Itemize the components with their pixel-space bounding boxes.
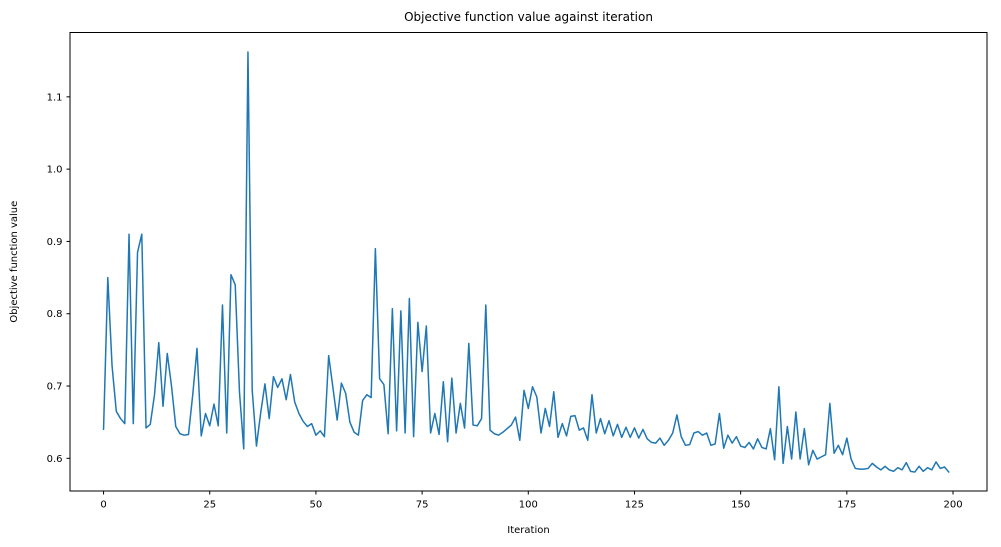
x-tick-label: 0: [100, 500, 106, 511]
x-tick-label: 75: [416, 500, 429, 511]
y-tick-label: 1.0: [47, 165, 63, 176]
y-tick-label: 0.8: [47, 309, 63, 320]
x-tick-label: 175: [837, 500, 856, 511]
y-tick-label: 0.7: [47, 382, 63, 393]
plot-area: [70, 32, 987, 491]
y-axis-ticks: 0.6 0.7 0.8 0.9 1.0 1.1: [47, 92, 70, 465]
x-axis-ticks: 0 25 50 75 100 125 150 175 200: [100, 491, 963, 511]
y-tick-label: 0.6: [47, 454, 63, 465]
series-line: [102, 51, 950, 473]
x-tick-label: 150: [731, 500, 750, 511]
x-tick-label: 200: [943, 500, 962, 511]
chart-title: Objective function value against iterati…: [404, 10, 653, 24]
x-tick-label: 50: [310, 500, 323, 511]
y-tick-label: 0.9: [47, 237, 63, 248]
y-tick-label: 1.1: [47, 92, 63, 103]
x-tick-label: 25: [203, 500, 216, 511]
x-tick-label: 100: [519, 500, 538, 511]
y-axis-label: Objective function value: [9, 201, 20, 323]
x-tick-label: 125: [625, 500, 644, 511]
x-axis-label: Iteration: [507, 525, 549, 536]
